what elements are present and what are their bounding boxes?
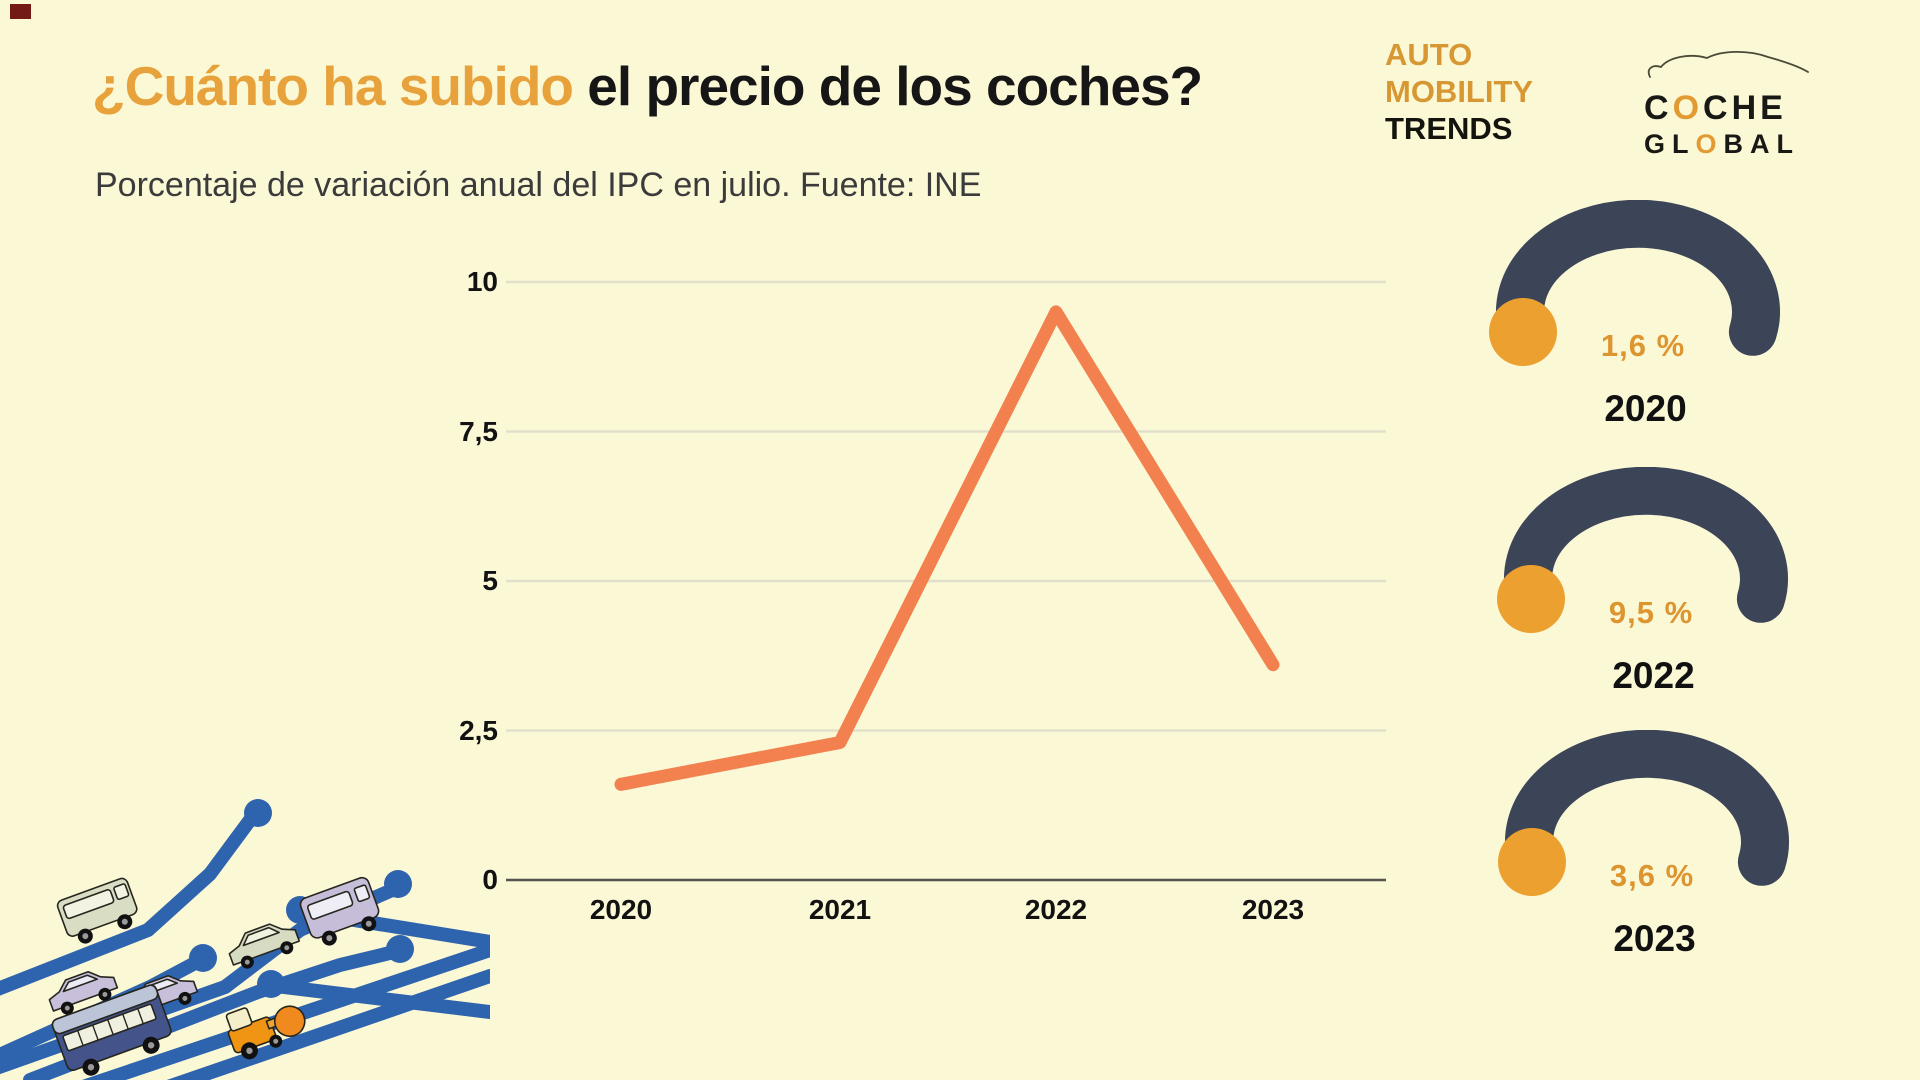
- x-tick-2022: 2022: [1024, 894, 1088, 925]
- y-tick-7-5: 7,5: [459, 415, 498, 447]
- minibus-illustration: [56, 877, 138, 944]
- sedan-illustration: [228, 923, 301, 969]
- x-tick-2020: 2020: [589, 894, 653, 925]
- page-title-highlight: ¿Cuánto ha subido: [92, 55, 588, 117]
- y-tick-2-5: 2,5: [459, 714, 498, 746]
- gauge-2020: 1,6 % 2020: [1473, 200, 1803, 445]
- automobility-trends-logo: AUTO MOBILITY TRENDS: [1385, 36, 1533, 147]
- y-tick-10: 10: [466, 266, 498, 297]
- automobility-logo-line2: MOBILITY: [1385, 74, 1534, 109]
- gauge-2020-value: 1,6 %: [1600, 328, 1686, 363]
- chart-gridlines: [506, 280, 1386, 882]
- gauge-arc-icon: [1498, 730, 1789, 896]
- y-tick-0: 0: [482, 864, 498, 895]
- global-orange-o: O: [1695, 129, 1724, 159]
- car-silhouette-icon: [1647, 51, 1809, 78]
- sedan-illustration: [48, 971, 119, 1015]
- page-title-rest: el precio de los coches?: [587, 55, 1203, 117]
- gauge-2022-year: 2022: [1612, 655, 1695, 696]
- gauge-ball-icon: [1489, 298, 1557, 366]
- y-tick-5: 5: [482, 565, 498, 596]
- gauge-2020-year: 2020: [1604, 388, 1687, 429]
- coche-global-word-coche: COCHE: [1644, 89, 1787, 127]
- gauge-ball-icon: [1498, 828, 1566, 896]
- corner-accent-square: [10, 4, 31, 19]
- traffic-circuit-illustration: [0, 799, 490, 1080]
- x-tick-2021: 2021: [808, 894, 872, 925]
- gauge-arc-icon: [1489, 200, 1780, 366]
- gauge-ball-icon: [1497, 565, 1565, 633]
- coche-orange-o: O: [1672, 89, 1704, 127]
- page-subtitle: Porcentaje de variación anual del IPC en…: [95, 166, 982, 204]
- page-title: ¿Cuánto ha subido el precio de los coche…: [92, 54, 1203, 118]
- coche-global-word-global: GLOBAL: [1644, 129, 1801, 159]
- gauge-2023-year: 2023: [1613, 918, 1696, 959]
- x-tick-2023: 2023: [1241, 894, 1305, 925]
- coche-global-logo: COCHE GLOBAL: [1644, 50, 1874, 160]
- price-line-series: [614, 305, 1280, 791]
- automobility-logo-line3: TRENDS: [1385, 111, 1513, 146]
- van-illustration: [299, 876, 380, 946]
- gauge-arc-icon: [1497, 467, 1788, 633]
- automobility-logo-line1: AUTO: [1385, 37, 1473, 72]
- tractor-illustration: [225, 1005, 306, 1060]
- gauge-2023: 3,6 % 2023: [1482, 730, 1812, 975]
- bus-illustration: [51, 984, 172, 1076]
- gauge-2022-value: 9,5 %: [1608, 595, 1694, 630]
- gauge-2023-value: 3,6 %: [1609, 858, 1695, 893]
- gauge-2022: 9,5 % 2022: [1481, 467, 1811, 712]
